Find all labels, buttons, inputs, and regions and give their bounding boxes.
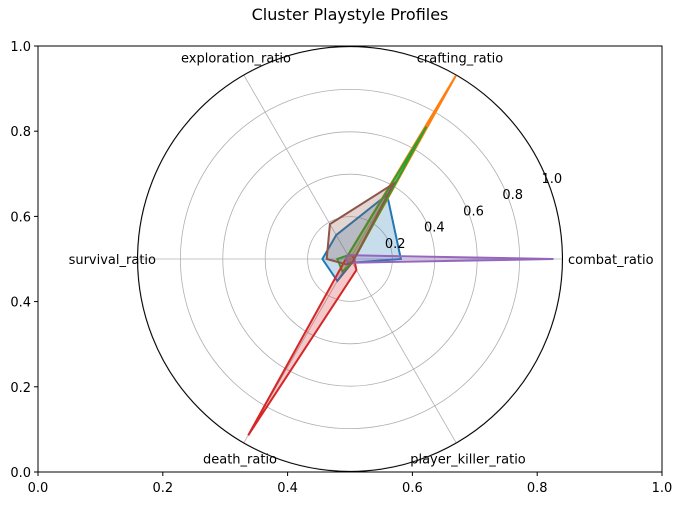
radial-tick-label: 0.6 <box>463 204 484 219</box>
frame-x-tick-label: 0.8 <box>527 481 548 496</box>
axis-labels: 0.2 0.4 0.6 0.8 1.0 combat_ratio crafting_rati… <box>69 51 654 467</box>
frame-y-tick-label: 0.6 <box>10 210 31 225</box>
series-fill-0 <box>322 194 401 281</box>
radial-tick-label: 0.4 <box>424 221 445 236</box>
axis-label-crafting_ratio: crafting_ratio <box>417 51 504 66</box>
frame-y-tick-label: 1.0 <box>10 40 31 55</box>
axis-label-death_ratio: death_ratio <box>203 453 277 468</box>
frame-x-tick-label: 0.0 <box>28 481 49 496</box>
frame-x-tick-label: 1.0 <box>652 481 673 496</box>
axis-label-exploration_ratio: exploration_ratio <box>181 51 291 66</box>
series-fill-5 <box>326 183 394 265</box>
grid-spoke <box>243 75 351 260</box>
axis-label-combat_ratio: combat_ratio <box>568 253 654 268</box>
frame-y-tick-label: 0.2 <box>10 381 31 396</box>
radial-tick-label: 1.0 <box>542 172 563 187</box>
chart-title: Cluster Playstyle Profiles <box>252 5 449 24</box>
series-fill-4 <box>345 255 554 263</box>
grid-spoke <box>349 258 457 443</box>
polar-spine <box>137 46 563 472</box>
frame-x-tick-label: 0.4 <box>277 481 298 496</box>
frame-x-tick-label: 0.6 <box>402 481 423 496</box>
frame-y-tick-label: 0.4 <box>10 296 31 311</box>
polar-grid <box>137 46 563 472</box>
series-line-5 <box>325 180 397 266</box>
axis-label-player_killer_ratio: player_killer_ratio <box>410 453 526 468</box>
radial-tick-label: 0.2 <box>385 237 406 252</box>
series-fill-3 <box>248 255 357 436</box>
radial-tick-label: 0.8 <box>502 188 523 203</box>
axis-label-survival_ratio: survival_ratio <box>69 253 156 268</box>
frame-y-tick-label: 0.0 <box>10 466 31 481</box>
frame-y-tick-label: 0.8 <box>10 125 31 140</box>
series-group <box>247 74 554 436</box>
frame-x-tick-label: 0.2 <box>152 481 173 496</box>
